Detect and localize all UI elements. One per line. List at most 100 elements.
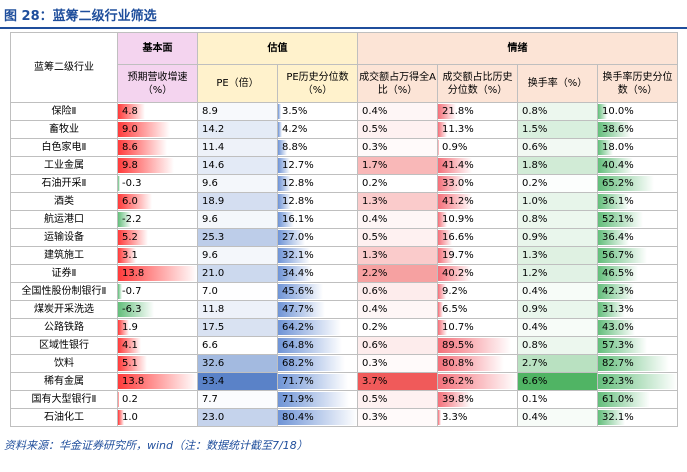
value-cell: 1.9 bbox=[117, 318, 198, 337]
data-bar bbox=[438, 176, 466, 191]
data-bar bbox=[118, 140, 168, 155]
table-row: 畜牧业 9.0 14.2 4.2% 0.5% 11.3% 1.5% 38.6% bbox=[10, 120, 678, 139]
table-row: 全国性股份制银行Ⅱ -0.7 7.0 45.6% 0.6% 9.2% 0.4% 42.3% bbox=[10, 282, 678, 301]
cell-text: 1.5% bbox=[522, 124, 548, 135]
value-cell: 7.7 bbox=[197, 390, 278, 409]
cell-text: 19.7% bbox=[442, 250, 474, 261]
cell-text: 0.2 bbox=[122, 394, 138, 405]
cell-text: 0.9% bbox=[522, 232, 548, 243]
value-cell: 0.6% bbox=[517, 138, 598, 157]
value-cell: 53.4 bbox=[197, 372, 278, 391]
table-row: 石油开采Ⅱ -0.3 9.6 12.8% 0.2% 33.0% 0.2% 65.2% bbox=[10, 174, 678, 193]
cell-text: 14.6 bbox=[202, 160, 225, 171]
cell-text: 9.6 bbox=[202, 214, 218, 225]
value-cell: 0.6% bbox=[357, 282, 438, 301]
value-cell: 12.8% bbox=[277, 192, 358, 211]
value-cell: 0.4% bbox=[357, 300, 438, 319]
value-cell: 0.5% bbox=[357, 390, 438, 409]
data-bar bbox=[278, 392, 349, 407]
cell-text: 1.0% bbox=[522, 196, 548, 207]
value-cell: 0.2% bbox=[357, 174, 438, 193]
value-cell: 11.3% bbox=[437, 120, 518, 139]
value-cell: 0.4% bbox=[517, 318, 598, 337]
value-cell: 0.5% bbox=[357, 120, 438, 139]
value-cell: -6.3 bbox=[117, 300, 198, 319]
value-cell: 27.0% bbox=[277, 228, 358, 247]
table-row: 稀有金属 13.8 53.4 71.7% 3.7% 96.2% 6.6% 92.3% bbox=[10, 372, 678, 391]
cell-text: 12.8% bbox=[282, 178, 314, 189]
data-bar bbox=[598, 230, 630, 245]
cell-text: 5.1 bbox=[122, 358, 138, 369]
cell-text: -6.3 bbox=[122, 304, 142, 315]
cell-text: 64.8% bbox=[282, 340, 314, 351]
data-bar bbox=[598, 176, 654, 191]
data-bar bbox=[278, 266, 312, 281]
data-bar bbox=[118, 266, 197, 281]
subheader-row: 预期营收增速（%） PE（倍） PE历史分位数（%） 成交额占万得全A比（%） 成交额占… bbox=[11, 64, 678, 103]
cell-text: 16.6% bbox=[442, 232, 474, 243]
data-bar bbox=[118, 302, 155, 317]
value-cell: 32.6 bbox=[197, 354, 278, 373]
cell-text: 0.9% bbox=[522, 304, 548, 315]
cell-text: 25.3 bbox=[202, 232, 225, 243]
cell-text: 80.8% bbox=[442, 358, 474, 369]
value-cell: 42.3% bbox=[597, 282, 678, 301]
data-bar bbox=[598, 410, 626, 425]
cell-text: 47.7% bbox=[282, 304, 314, 315]
value-cell: 1.5% bbox=[517, 120, 598, 139]
column-header: 预期营收增速（%） bbox=[117, 64, 198, 103]
cell-text: 3.1 bbox=[122, 250, 138, 261]
data-bar bbox=[278, 104, 282, 119]
value-cell: 80.4% bbox=[277, 408, 358, 427]
table-body: 保险Ⅱ 4.8 8.9 3.5% 0.4% 21.8% 0.8% 10.0% 畜牧业 9.0 14.… bbox=[10, 102, 678, 427]
value-cell: 38.6% bbox=[597, 120, 678, 139]
value-cell: 18.0% bbox=[597, 138, 678, 157]
value-cell: 9.6 bbox=[197, 174, 278, 193]
data-bar bbox=[438, 104, 456, 119]
cell-text: 12.8% bbox=[282, 196, 314, 207]
data-bar bbox=[118, 338, 142, 353]
row-label: 酒类 bbox=[10, 192, 118, 211]
cell-text: 0.6% bbox=[362, 286, 388, 297]
data-bar bbox=[278, 230, 305, 245]
cell-text: 2.2% bbox=[362, 268, 388, 279]
value-cell: 3.5% bbox=[277, 102, 358, 121]
cell-text: 0.4% bbox=[522, 286, 548, 297]
value-cell: 3.7% bbox=[357, 372, 438, 391]
data-bar bbox=[598, 158, 633, 173]
cell-text: 18.0% bbox=[602, 142, 634, 153]
cell-text: 11.3% bbox=[442, 124, 474, 135]
value-cell: 31.3% bbox=[597, 300, 678, 319]
cell-text: 71.7% bbox=[282, 376, 314, 387]
cell-text: 1.0 bbox=[122, 412, 138, 423]
value-cell: 39.8% bbox=[437, 390, 518, 409]
data-bar bbox=[118, 248, 136, 263]
value-cell: 80.8% bbox=[437, 354, 518, 373]
value-cell: 25.3 bbox=[197, 228, 278, 247]
data-bar bbox=[118, 284, 122, 299]
value-cell: 6.5% bbox=[437, 300, 518, 319]
data-bar bbox=[438, 248, 455, 263]
value-cell: 13.8 bbox=[117, 372, 198, 391]
value-cell: 2.2% bbox=[357, 264, 438, 283]
data-bar bbox=[598, 302, 625, 317]
value-cell: 0.3% bbox=[357, 354, 438, 373]
value-cell: -0.3 bbox=[117, 174, 198, 193]
value-cell: 1.3% bbox=[517, 246, 598, 265]
value-cell: 18.9 bbox=[197, 192, 278, 211]
cell-text: 61.0% bbox=[602, 394, 634, 405]
value-cell: 5.2 bbox=[117, 228, 198, 247]
cell-text: 11.4 bbox=[202, 142, 225, 153]
cell-text: 9.6 bbox=[202, 178, 218, 189]
data-bar bbox=[438, 230, 452, 245]
value-cell: 9.6 bbox=[197, 210, 278, 229]
value-cell: 4.1 bbox=[117, 336, 198, 355]
table-row: 建筑施工 3.1 9.6 32.1% 1.3% 19.7% 1.3% 56.7% bbox=[10, 246, 678, 265]
data-bar bbox=[278, 248, 310, 263]
row-label: 稀有金属 bbox=[10, 372, 118, 391]
cell-text: 10.9% bbox=[442, 214, 474, 225]
row-label: 石油化工 bbox=[10, 408, 118, 427]
cell-text: 4.8 bbox=[122, 106, 138, 117]
cell-text: 6.6% bbox=[522, 376, 548, 387]
value-cell: 1.3% bbox=[357, 192, 438, 211]
